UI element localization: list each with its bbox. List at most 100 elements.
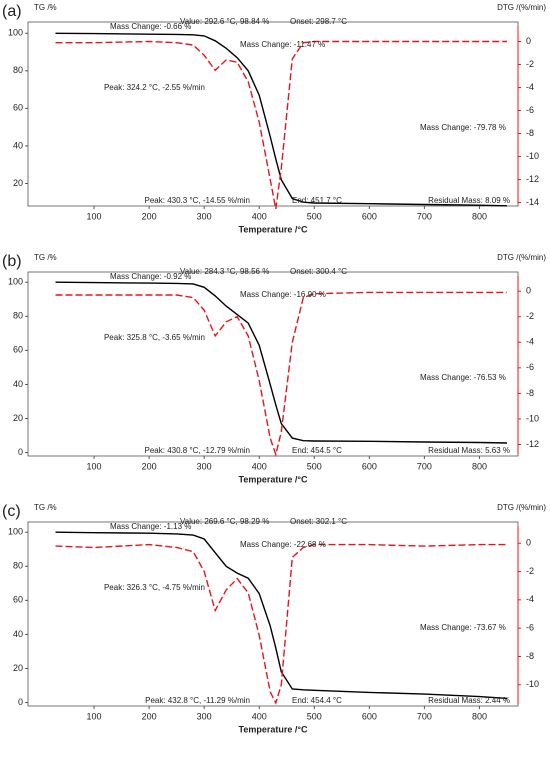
- y-tick-label: 40: [13, 140, 23, 150]
- y-tick-label: 40: [13, 629, 23, 639]
- data-line: [55, 281, 508, 444]
- y2-tick-label: -2: [526, 311, 534, 321]
- annotation: Mass Change: -0.66 %: [110, 22, 191, 31]
- y-axis-label: TG /%: [34, 3, 57, 12]
- x-tick-label: 500: [307, 211, 322, 221]
- x-tick-label: 300: [197, 211, 212, 221]
- annotation: Residual Mass: 8.09 %: [428, 196, 510, 205]
- y2-axis-label: DTG /(%/min): [497, 253, 546, 262]
- x-tick-label: 600: [362, 711, 377, 721]
- annotation: Value: 284.3 °C, 98.56 %: [180, 267, 269, 276]
- x-axis-label: Temperature /°C: [239, 474, 308, 484]
- annotation: Mass Change: -76.53 %: [420, 373, 506, 382]
- y-tick-label: 60: [13, 595, 23, 605]
- panel-label: (a): [2, 3, 22, 20]
- x-tick-label: 700: [417, 211, 432, 221]
- y2-tick-label: -6: [526, 623, 534, 633]
- annotation: Mass Change: -11.47 %: [240, 40, 325, 49]
- plot-frame: [27, 521, 519, 707]
- y2-tick-label: 0: [526, 286, 531, 296]
- x-tick-label: 700: [417, 461, 432, 471]
- y2-tick-label: -6: [526, 362, 534, 372]
- panel: (c) TG /% DTG /(%/min) Temperature /°C 100 20…: [2, 503, 546, 734]
- y-tick-label: 60: [13, 345, 23, 355]
- y-tick-label: 80: [13, 561, 23, 571]
- x-tick-label: 400: [252, 461, 267, 471]
- x-tick-label: 800: [472, 461, 487, 471]
- y2-tick-label: 0: [526, 538, 531, 548]
- x-tick-label: 500: [307, 711, 322, 721]
- x-tick-label: 100: [87, 461, 102, 471]
- annotation: Peak: 430.3 °C, -14.55 %/min: [145, 196, 250, 205]
- panel-label: (c): [2, 503, 21, 520]
- y-tick-label: 100: [8, 527, 23, 537]
- plot-frame: [27, 271, 519, 457]
- y2-tick-label: -2: [526, 59, 534, 69]
- y2-tick-label: -8: [526, 128, 534, 138]
- y2-tick-label: -8: [526, 388, 534, 398]
- annotation: Onset: 302.1 °C: [290, 517, 347, 526]
- y2-tick-label: -8: [526, 651, 534, 661]
- annotation: Mass Change: -22.68 %: [240, 540, 326, 549]
- y-tick-label: 20: [13, 663, 23, 673]
- annotation: Mass Change: -79.78 %: [420, 123, 506, 132]
- y-tick-label: 40: [13, 379, 23, 389]
- y2-tick-label: -10: [526, 679, 539, 689]
- y-tick-label: 60: [13, 103, 23, 113]
- y2-tick-label: -4: [526, 337, 534, 347]
- annotation: Value: 292.6 °C, 98.84 %: [180, 17, 269, 26]
- y-axis-label: TG /%: [34, 253, 57, 262]
- y2-tick-label: -6: [526, 105, 534, 115]
- panel: (a) TG /% DTG /(%/min) Temperature /°C 100 20…: [2, 3, 546, 234]
- data-line: [55, 32, 508, 207]
- data-line: [55, 291, 507, 458]
- x-tick-label: 600: [362, 461, 377, 471]
- y-tick-label: 80: [13, 65, 23, 75]
- annotation: Value: 269.6 °C, 98.29 %: [180, 517, 269, 526]
- y-tick-label: 100: [8, 277, 23, 287]
- y2-tick-label: -4: [526, 594, 534, 604]
- data-line: [55, 40, 507, 210]
- data-line: [55, 543, 507, 705]
- y-tick-label: 80: [13, 311, 23, 321]
- y2-tick-label: -10: [526, 413, 539, 423]
- annotation: Mass Change: -0.92 %: [110, 272, 191, 281]
- x-tick-label: 100: [87, 711, 102, 721]
- y-tick-label: 0: [18, 697, 23, 707]
- x-tick-label: 800: [472, 711, 487, 721]
- y-tick-label: 100: [8, 28, 23, 38]
- y2-tick-label: -10: [526, 151, 539, 161]
- y-tick-label: 0: [18, 447, 23, 457]
- x-axis-label: Temperature /°C: [239, 724, 308, 734]
- x-tick-label: 300: [197, 461, 212, 471]
- data-line: [55, 531, 508, 700]
- annotation: Mass Change: -73.67 %: [420, 623, 506, 632]
- panel-label: (b): [2, 253, 22, 270]
- y2-tick-label: -2: [526, 566, 534, 576]
- x-tick-label: 200: [142, 711, 157, 721]
- x-tick-label: 200: [142, 461, 157, 471]
- y2-tick-label: 0: [526, 36, 531, 46]
- panel: (b) TG /% DTG /(%/min) Temperature /°C 100 20…: [2, 253, 546, 484]
- annotation: Peak: 326.3 °C, -4.75 %/min: [104, 583, 205, 592]
- annotation: Residual Mass: 5.63 %: [428, 446, 510, 455]
- annotation: Residual Mass: 2.44 %: [428, 696, 510, 705]
- annotation: Mass Change: -16.90 %: [240, 290, 326, 299]
- annotation: Onset: 300.4 °C: [290, 267, 347, 276]
- annotation: End: 451.7 °C: [292, 196, 342, 205]
- y2-axis-label: DTG /(%/min): [497, 3, 546, 12]
- annotation: End: 454.4 °C: [292, 696, 342, 705]
- plot-frame: [27, 21, 519, 207]
- x-axis-label: Temperature /°C: [239, 224, 308, 234]
- x-tick-label: 200: [142, 211, 157, 221]
- y-axis-label: TG /%: [34, 503, 57, 512]
- x-tick-label: 400: [252, 711, 267, 721]
- x-tick-label: 600: [362, 211, 377, 221]
- x-tick-label: 800: [472, 211, 487, 221]
- annotation: Peak: 432.8 °C, -11.29 %/min: [145, 696, 250, 705]
- annotation: End: 454.5 °C: [292, 446, 342, 455]
- y2-tick-label: -14: [526, 197, 539, 207]
- annotation: Onset: 298.7 °C: [290, 17, 347, 26]
- y2-axis-label: DTG /(%/min): [497, 503, 546, 512]
